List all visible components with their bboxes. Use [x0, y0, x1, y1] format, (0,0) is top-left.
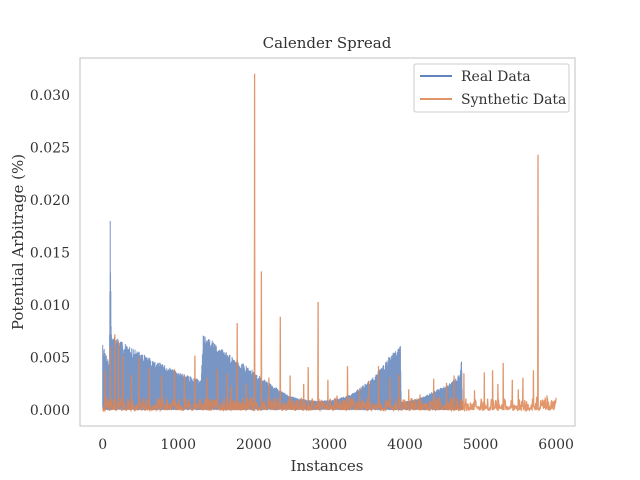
series-line-synthetic-data [102, 73, 557, 413]
y-tick-label: 0.025 [30, 140, 70, 156]
legend: Real Data Synthetic Data [413, 63, 570, 113]
plot-frame [79, 57, 576, 427]
series-layer [102, 73, 557, 413]
y-tick-label: 0.020 [30, 193, 70, 209]
y-tick-label: 0.015 [30, 246, 70, 262]
x-tick-label: 0 [98, 437, 107, 453]
x-axis-label: Instances [291, 457, 364, 475]
y-tick-label: 0.030 [30, 88, 70, 104]
chart-title: Calender Spread [263, 34, 392, 52]
x-tick-label: 2000 [236, 437, 272, 453]
x-tick-label: 5000 [463, 437, 499, 453]
x-tick-label: 3000 [312, 437, 348, 453]
y-tick-label: 0.000 [30, 403, 70, 419]
x-tick-label: 1000 [160, 437, 196, 453]
axes-layer: 0 1000 2000 3000 4000 5000 6000 0.000 0.005 0.010… [30, 88, 574, 453]
y-tick-label: 0.005 [30, 351, 70, 367]
x-tick-label: 6000 [538, 437, 574, 453]
legend-label-synthetic-data: Synthetic Data [461, 92, 566, 108]
y-tick-label: 0.010 [30, 298, 70, 314]
x-tick-label: 4000 [387, 437, 423, 453]
legend-box [413, 63, 570, 113]
legend-label-real-data: Real Data [461, 69, 531, 85]
y-axis-label: Potential Arbitrage (%) [9, 154, 27, 330]
